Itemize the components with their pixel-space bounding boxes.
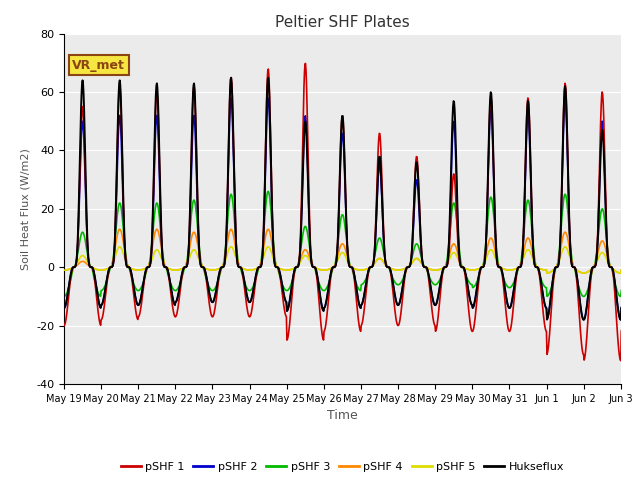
Legend: pSHF 1, pSHF 2, pSHF 3, pSHF 4, pSHF 5, Hukseflux: pSHF 1, pSHF 2, pSHF 3, pSHF 4, pSHF 5, …	[116, 457, 569, 477]
Y-axis label: Soil Heat Flux (W/m2): Soil Heat Flux (W/m2)	[20, 148, 31, 270]
X-axis label: Time: Time	[327, 409, 358, 422]
Title: Peltier SHF Plates: Peltier SHF Plates	[275, 15, 410, 30]
Text: VR_met: VR_met	[72, 59, 125, 72]
